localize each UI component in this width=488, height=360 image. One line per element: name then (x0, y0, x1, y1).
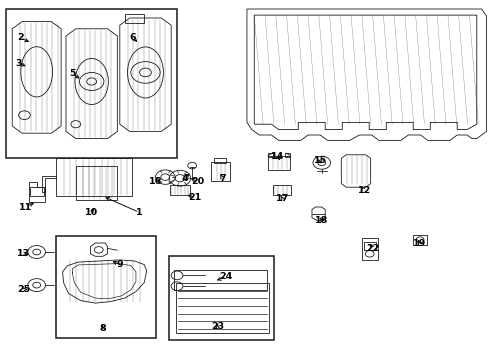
Text: 12: 12 (357, 186, 370, 195)
Text: 14: 14 (270, 152, 284, 161)
Text: 25: 25 (17, 285, 30, 294)
Bar (412, 235, 426, 245)
Bar (211, 162, 229, 181)
Text: 1: 1 (136, 208, 142, 217)
Text: 17: 17 (275, 194, 289, 203)
Bar (173, 270, 266, 290)
Bar (6, 9, 177, 158)
Bar (272, 185, 291, 195)
Bar (285, 153, 289, 157)
Bar (361, 238, 377, 260)
Text: 20: 20 (191, 177, 204, 186)
Bar (168, 256, 273, 340)
Bar (176, 283, 268, 333)
Bar (214, 158, 226, 163)
Bar (267, 156, 289, 170)
Bar (170, 185, 189, 195)
Text: 22: 22 (365, 244, 379, 253)
Bar (56, 236, 156, 338)
Text: 10: 10 (85, 208, 98, 217)
Text: 16: 16 (148, 177, 162, 186)
Text: 21: 21 (187, 194, 201, 202)
Text: 4: 4 (181, 174, 188, 183)
Bar (363, 242, 375, 250)
Text: 23: 23 (211, 323, 224, 331)
Text: 11: 11 (19, 202, 32, 211)
Bar (30, 187, 44, 196)
Bar (76, 166, 117, 200)
Bar (56, 158, 132, 196)
Text: 3: 3 (15, 58, 22, 68)
Text: 2: 2 (17, 33, 24, 42)
Text: 9: 9 (116, 260, 123, 269)
Bar (124, 14, 144, 23)
Text: 13: 13 (17, 249, 30, 258)
Text: 19: 19 (412, 238, 426, 248)
Text: 15: 15 (313, 156, 326, 165)
Text: 5: 5 (69, 69, 76, 78)
Text: 24: 24 (219, 272, 232, 281)
Text: 7: 7 (219, 174, 225, 183)
Bar (267, 153, 272, 157)
Text: 6: 6 (129, 33, 136, 42)
Text: 18: 18 (314, 216, 328, 225)
Text: 8: 8 (99, 324, 106, 333)
